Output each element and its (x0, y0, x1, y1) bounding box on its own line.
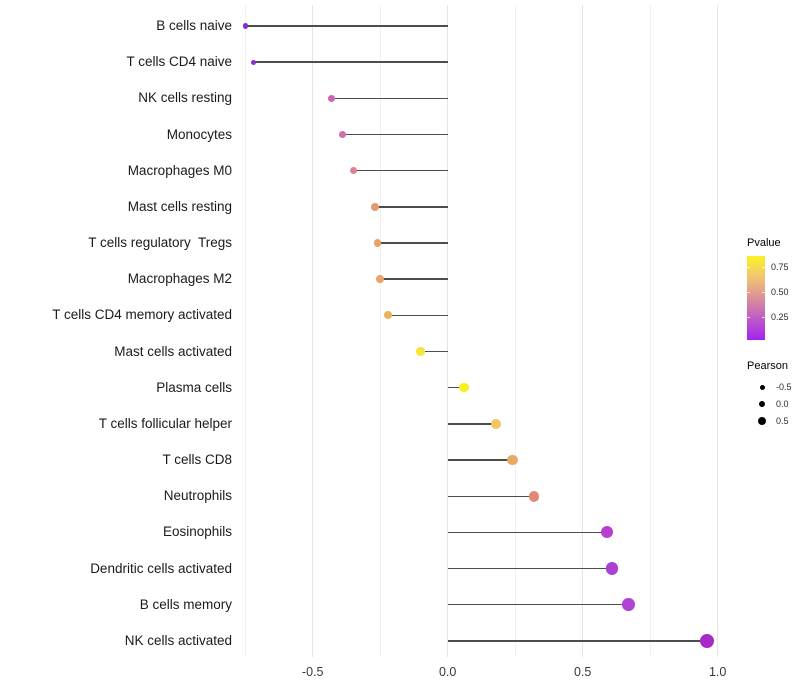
y-axis-label: T cells CD8 (162, 452, 232, 468)
x-axis-tick-label: 0.5 (573, 665, 592, 679)
y-axis-label: Mast cells resting (127, 198, 232, 214)
gridline-minor (244, 5, 246, 657)
lollipop-stem (447, 423, 497, 425)
pearson-legend-dot (757, 416, 767, 426)
lollipop-stem (353, 169, 448, 172)
lollipop-stem (447, 640, 707, 642)
x-axis-tick-label: -0.5 (301, 665, 324, 679)
lollipop-dot (416, 347, 425, 356)
gridline-minor (514, 5, 516, 657)
lollipop-dot (373, 239, 382, 247)
pearson-legend-dot (758, 400, 766, 408)
lollipop-stem (253, 61, 448, 63)
y-axis-label: Eosinophils (162, 524, 232, 540)
y-axis-label: Monocytes (166, 126, 232, 142)
lollipop-dot (376, 275, 385, 284)
lollipop-stem (447, 495, 535, 497)
lollipop-dot (459, 383, 469, 393)
pearson-legend-label: 0.0 (776, 399, 789, 409)
pvalue-tick-label: 0.25 (771, 312, 789, 322)
lollipop-stem (380, 278, 448, 280)
gridline-major (582, 5, 584, 657)
lollipop-stem (447, 567, 613, 570)
y-axis-label: Plasma cells (156, 379, 232, 395)
gridline-minor (649, 5, 651, 657)
colorbar-tick (762, 267, 765, 268)
pvalue-legend-title: Pvalue (747, 237, 781, 249)
lollipop-dot (699, 633, 714, 648)
y-axis-label: Macrophages M2 (127, 271, 232, 287)
lollipop-stem (388, 314, 448, 317)
lollipop-dot (491, 418, 502, 429)
lollipop-stem (331, 97, 448, 100)
colorbar-tick (762, 317, 765, 318)
colorbar-tick (747, 292, 750, 293)
lollipop-dot (606, 562, 619, 575)
lollipop-stem (342, 133, 448, 136)
lollipop-dot (250, 59, 256, 65)
gridline-major (312, 5, 314, 657)
pearson-legend-label: 0.5 (776, 416, 789, 426)
y-axis-label: NK cells resting (138, 90, 232, 106)
gridline-major (717, 5, 719, 657)
pearson-legend-dot (759, 384, 765, 390)
pearson-legend-title: Pearson (747, 360, 788, 372)
y-axis-label: T cells CD4 naive (126, 54, 232, 70)
lollipop-stem (447, 531, 607, 534)
pearson-legend-label: -0.5 (776, 382, 792, 392)
lollipop-dot (328, 94, 335, 102)
pvalue-colorbar (747, 256, 765, 340)
lollipop-stem (447, 387, 464, 389)
gridline-major (447, 5, 449, 657)
gridline-minor (379, 5, 381, 657)
lollipop-stem (245, 25, 448, 27)
y-axis-label: Mast cells activated (114, 343, 232, 359)
lollipop-dot (349, 167, 357, 175)
x-axis-tick-label: 0.0 (438, 665, 457, 679)
lollipop-stem (377, 242, 448, 244)
lollipop-dot (600, 526, 614, 539)
lollipop-dot (384, 311, 393, 320)
y-axis-label: T cells CD4 memory activated (52, 307, 232, 323)
lollipop-dot (242, 23, 248, 29)
lollipop-stem (420, 350, 448, 353)
y-axis-label: B cells memory (139, 596, 232, 612)
lollipop-dot (528, 490, 540, 502)
lollipop-stem (447, 604, 629, 606)
lollipop-dot (507, 454, 518, 466)
y-axis-label: NK cells activated (124, 632, 232, 648)
y-axis-label: T cells regulatory Tregs (88, 235, 232, 251)
x-axis-tick-label: 1.0 (708, 665, 727, 679)
lollipop-dot (622, 598, 635, 611)
lollipop-dot (338, 131, 346, 138)
y-axis-label: Macrophages M0 (127, 162, 232, 178)
lollipop-stem (374, 206, 448, 208)
y-axis-label: T cells follicular helper (98, 415, 232, 431)
colorbar-tick (747, 267, 750, 268)
lollipop-stem (447, 459, 513, 461)
pvalue-tick-label: 0.75 (771, 262, 789, 272)
y-axis-label: B cells naive (156, 18, 232, 33)
y-axis-label: Dendritic cells activated (90, 560, 232, 576)
colorbar-tick (762, 292, 765, 293)
pvalue-tick-label: 0.50 (771, 287, 789, 297)
colorbar-tick (747, 317, 750, 318)
lollipop-dot (371, 203, 379, 211)
y-axis-label: Neutrophils (163, 488, 232, 504)
